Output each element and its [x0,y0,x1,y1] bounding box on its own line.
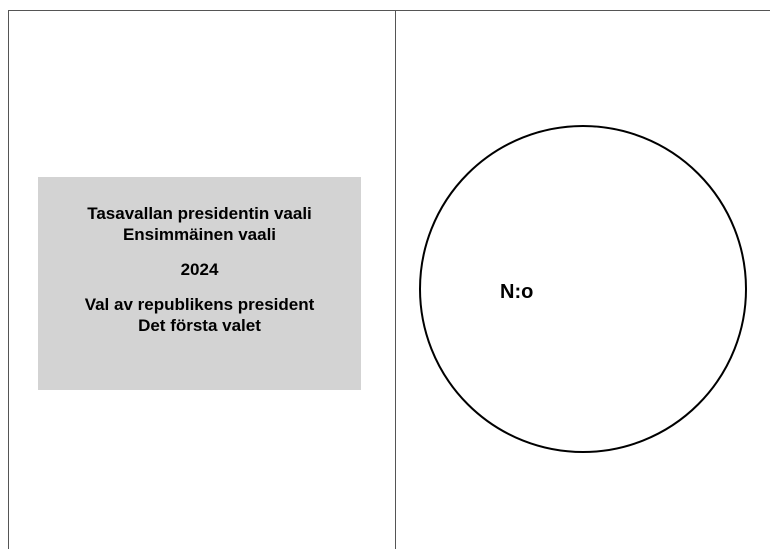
election-title-swedish: Val av republikens president [84,295,315,314]
election-round-swedish: Det första valet [138,316,261,335]
election-title-finnish: Tasavallan presidentin vaali [87,204,312,223]
election-year: 2024 [180,260,219,279]
candidate-number-circle[interactable] [419,125,747,453]
candidate-number-label: N:o [500,281,534,303]
election-info-box: Tasavallan presidentin vaali Ensimmäinen… [38,177,361,390]
ballot-paper [8,10,770,549]
fold-line [395,10,396,549]
election-round-finnish: Ensimmäinen vaali [122,225,277,244]
